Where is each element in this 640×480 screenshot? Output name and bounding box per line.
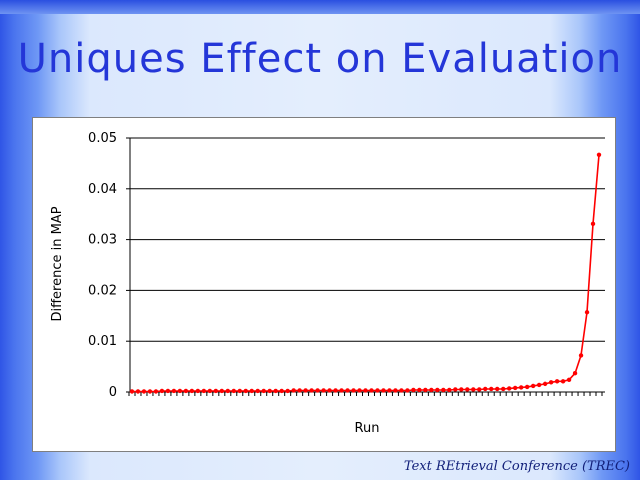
data-point [255, 388, 260, 394]
data-point [477, 387, 482, 392]
data-point [530, 383, 536, 389]
data-point [333, 388, 338, 393]
data-point [237, 388, 242, 394]
data-point [495, 386, 500, 392]
series-line [132, 154, 600, 393]
data-point [195, 388, 201, 394]
data-point [219, 388, 225, 394]
data-point [566, 377, 572, 383]
data-point [261, 388, 266, 394]
data-point [560, 379, 566, 384]
data-point [578, 353, 584, 358]
data-point [249, 388, 254, 394]
data-point [369, 388, 374, 393]
data-point [375, 388, 380, 393]
data-point [429, 387, 434, 393]
data-point [141, 389, 147, 394]
data-point [189, 388, 195, 394]
top-bar [0, 0, 640, 14]
data-point [201, 388, 207, 394]
y-tick-label: 0.05 [88, 131, 117, 146]
data-point [327, 388, 332, 393]
data-point [165, 388, 171, 394]
data-point [345, 388, 350, 393]
data-point [147, 389, 153, 394]
data-point [399, 388, 404, 393]
data-point [489, 386, 494, 392]
y-tick-label: 0 [109, 385, 117, 400]
gridlines [126, 137, 605, 393]
data-point [159, 388, 165, 394]
data-point [387, 388, 392, 393]
y-tick-label: 0.01 [88, 334, 117, 349]
data-point [291, 388, 296, 393]
data-point [243, 388, 248, 394]
x-tick-marks [128, 392, 603, 396]
line-chart: 00.010.020.030.040.05 Difference in MAP … [50, 131, 605, 436]
data-point [536, 382, 542, 388]
data-point [267, 388, 272, 394]
data-point [411, 387, 416, 393]
data-point [453, 387, 458, 392]
data-point [506, 386, 512, 391]
data-point [548, 380, 554, 385]
y-axis-label: Difference in MAP [50, 206, 65, 321]
data-point [501, 386, 506, 392]
data-point [297, 388, 302, 393]
data-point [447, 387, 452, 393]
data-point [417, 387, 422, 393]
y-tick-labels: 0 0.01 0.02 0.03 0.04 0.05 [88, 131, 117, 400]
footer-text: Text REtrieval Conference (TREC) [403, 459, 630, 474]
data-point [512, 385, 518, 391]
data-point [459, 387, 464, 392]
data-point [231, 388, 236, 394]
data-point [339, 388, 344, 393]
data-point [303, 388, 308, 393]
data-point [524, 384, 530, 390]
data-point [171, 388, 177, 394]
data-point [435, 387, 440, 393]
data-point [572, 371, 578, 376]
data-point [285, 388, 290, 394]
data-point [135, 389, 141, 394]
series-group [129, 152, 602, 394]
data-point [590, 221, 596, 227]
data-point [441, 387, 446, 393]
data-point [213, 388, 219, 394]
data-point [183, 388, 189, 394]
data-point [483, 386, 488, 392]
data-point [309, 388, 314, 393]
data-point [357, 388, 362, 393]
slide-title: Uniques Effect on Evaluation [17, 36, 623, 82]
data-point [279, 388, 284, 394]
y-tick-label: 0.03 [88, 233, 117, 248]
data-point [393, 388, 398, 393]
data-point [273, 388, 278, 394]
data-point [315, 388, 320, 393]
data-point [363, 388, 368, 393]
data-point [225, 388, 230, 394]
data-point [542, 381, 548, 387]
data-point [207, 388, 213, 394]
y-tick-label: 0.02 [88, 283, 117, 298]
data-point [584, 310, 590, 315]
data-point [351, 388, 356, 393]
y-tick-label: 0.04 [88, 182, 117, 197]
data-point [471, 387, 476, 392]
data-point [153, 389, 159, 394]
data-point [129, 389, 135, 394]
data-point [381, 388, 386, 393]
data-point [554, 379, 560, 384]
chart-area: 0 0.01 0.02 0.03 0.04 0.05 Difference in MAP … [32, 117, 616, 452]
data-point [177, 388, 183, 394]
data-point [465, 387, 470, 392]
data-point [423, 387, 428, 393]
data-point [596, 152, 602, 157]
data-point [518, 385, 524, 390]
data-point [321, 388, 326, 393]
data-point [405, 388, 410, 393]
x-axis-label: Run [355, 421, 380, 436]
